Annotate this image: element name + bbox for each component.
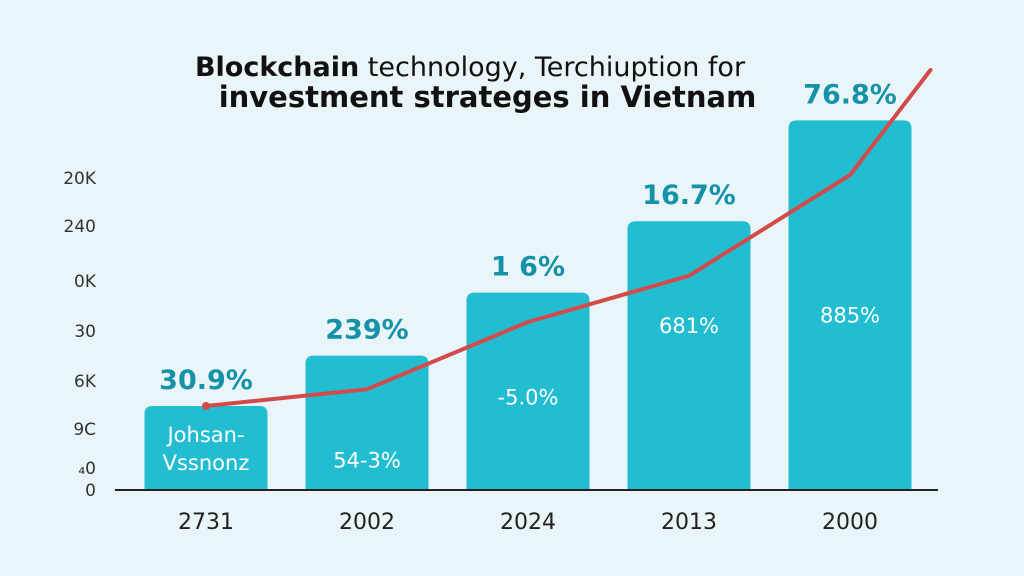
bar-top-label: 30.9% (159, 365, 253, 396)
bar-inner-label: 54-3% (333, 449, 401, 473)
title-bold: Blockchain (194, 52, 360, 83)
bar-top-label: 16.7% (642, 180, 736, 211)
x-tick-label: 2002 (339, 510, 395, 535)
y-tick-label: 6K (74, 372, 97, 392)
chart-title-line2: investment strateges in Vietnam (218, 80, 757, 114)
bar-top-label: 239% (325, 315, 408, 346)
bar-inner-label: 885% (820, 303, 880, 327)
x-tick-label: 2731 (178, 510, 234, 535)
bar-top-label: 1 6% (491, 252, 565, 283)
trend-line (204, 68, 933, 408)
bar (144, 406, 268, 490)
y-tick-label: 20K (63, 169, 97, 189)
x-tick-label: 2024 (500, 510, 556, 535)
y-tick-label: 0 (85, 481, 96, 501)
bar-inner-label: Vssnonz (163, 451, 250, 475)
x-tick-label: 2013 (661, 510, 717, 535)
bar-inner-label: -5.0% (498, 386, 559, 410)
bar-inner-label: 681% (659, 314, 719, 338)
y-tick-label: 240 (64, 217, 96, 237)
y-tick-label: ₄0 (78, 459, 96, 479)
x-tick-label: 2000 (822, 510, 878, 535)
chart-title-line1: Blockchain technology, Terchiuption for (0, 52, 940, 83)
bar-inner-label: Johsan- (165, 423, 244, 447)
bar (305, 355, 429, 490)
bar (466, 292, 590, 490)
trend-point (202, 402, 210, 410)
bar (788, 120, 912, 491)
bar-top-label: 76.8% (803, 79, 897, 110)
title-rest: technology, Terchiuption for (359, 52, 746, 83)
y-tick-label: 30 (74, 322, 96, 342)
y-tick-label: 0K (74, 272, 97, 292)
bar (627, 221, 751, 490)
y-tick-label: 9C (73, 420, 96, 440)
